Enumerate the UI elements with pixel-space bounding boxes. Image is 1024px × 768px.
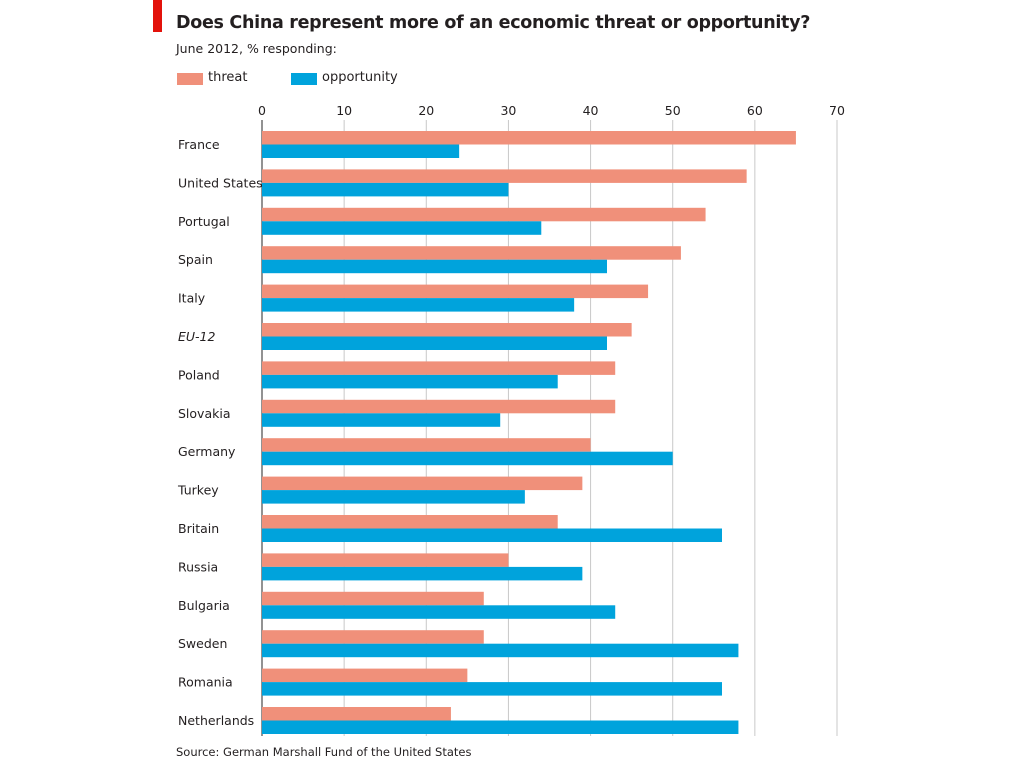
bar-opportunity-portugal	[262, 221, 542, 235]
chart-subtitle: June 2012, % responding:	[176, 41, 337, 56]
legend-label-opportunity: opportunity	[322, 70, 398, 85]
x-tick-label-10: 10	[336, 103, 352, 118]
category-label-slovakia: Slovakia	[178, 406, 230, 421]
category-label-romania: Romania	[178, 675, 233, 690]
bar-opportunity-eu-12	[262, 336, 607, 350]
bar-threat-france	[262, 131, 796, 145]
x-tick-label-70: 70	[829, 103, 845, 118]
chart-title: Does China represent more of an economic…	[176, 13, 811, 33]
x-tick-label-20: 20	[418, 103, 434, 118]
bar-opportunity-france	[262, 144, 460, 158]
bar-threat-netherlands	[262, 707, 451, 721]
x-tick-label-0: 0	[258, 103, 266, 118]
x-tick-label-30: 30	[500, 103, 516, 118]
legend-label-threat: threat	[208, 70, 248, 85]
category-label-bulgaria: Bulgaria	[178, 598, 230, 613]
category-label-sweden: Sweden	[178, 636, 227, 651]
category-label-eu-12: EU-12	[178, 329, 216, 344]
bar-threat-russia	[262, 553, 509, 567]
brand-accent-tab	[153, 0, 162, 32]
bar-threat-spain	[262, 246, 681, 260]
bar-opportunity-sweden	[262, 643, 739, 658]
bar-opportunity-turkey	[262, 490, 525, 504]
bar-opportunity-bulgaria	[262, 605, 616, 619]
category-label-britain: Britain	[178, 521, 219, 536]
bar-opportunity-poland	[262, 374, 558, 389]
bar-threat-turkey	[262, 476, 583, 491]
bar-threat-bulgaria	[262, 591, 484, 606]
bar-opportunity-spain	[262, 259, 607, 274]
bar-threat-sweden	[262, 630, 484, 644]
category-label-united-states: United States	[178, 175, 263, 190]
bar-opportunity-germany	[262, 451, 673, 466]
bar-threat-britain	[262, 515, 558, 529]
source-note: Source: German Marshall Fund of the Unit…	[176, 745, 472, 759]
bar-threat-romania	[262, 668, 468, 683]
category-label-poland: Poland	[178, 367, 220, 382]
bar-threat-slovakia	[262, 399, 616, 414]
bar-opportunity-netherlands	[262, 720, 739, 734]
x-tick-label-50: 50	[665, 103, 681, 118]
bar-threat-united-states	[262, 169, 747, 183]
x-tick-label-40: 40	[583, 103, 599, 118]
bar-threat-portugal	[262, 207, 706, 222]
category-label-germany: Germany	[178, 444, 236, 459]
bar-threat-poland	[262, 361, 616, 375]
category-label-netherlands: Netherlands	[178, 713, 254, 728]
bar-opportunity-britain	[262, 528, 722, 542]
category-label-turkey: Turkey	[177, 483, 219, 498]
category-label-russia: Russia	[178, 559, 218, 574]
category-label-portugal: Portugal	[178, 214, 230, 229]
bar-opportunity-slovakia	[262, 413, 501, 427]
bar-threat-eu-12	[262, 323, 632, 337]
category-label-france: France	[178, 137, 220, 152]
legend-swatch-threat	[177, 73, 203, 85]
category-label-spain: Spain	[178, 252, 213, 267]
bar-opportunity-united-states	[262, 182, 509, 197]
bar-opportunity-russia	[262, 566, 583, 581]
bar-threat-germany	[262, 438, 591, 452]
x-tick-label-60: 60	[747, 103, 763, 118]
bar-threat-italy	[262, 284, 649, 299]
bar-opportunity-romania	[262, 682, 722, 696]
legend-swatch-opportunity	[291, 73, 317, 85]
category-label-italy: Italy	[178, 291, 206, 306]
bar-opportunity-italy	[262, 298, 575, 312]
